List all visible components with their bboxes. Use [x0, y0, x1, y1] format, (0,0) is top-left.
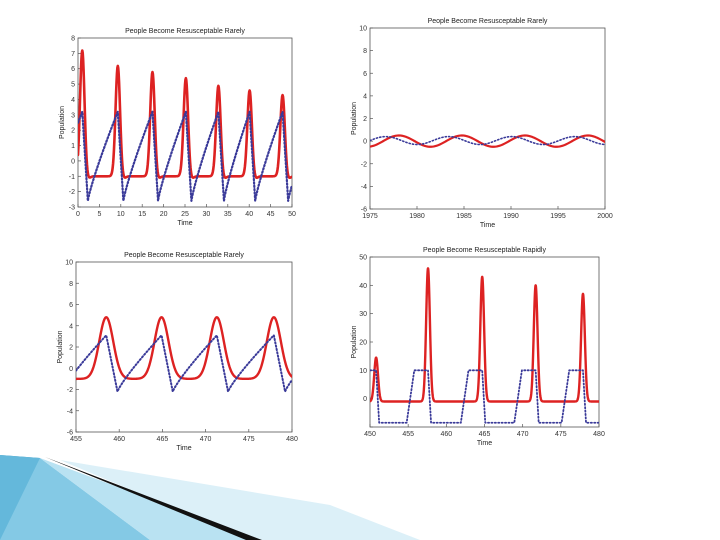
y-axis-label: Population — [57, 330, 64, 363]
chart-bottom-left: 455 460 465 470 475 480 -6 -4 -2 0 2 4 6 8 10 People Be… — [57, 252, 298, 452]
x-tick-label: 15 — [138, 211, 146, 218]
y-axis-label: Population — [59, 106, 66, 139]
y-axis-label: Population — [351, 325, 358, 358]
y-tick-label: 50 — [359, 255, 367, 262]
y-tick-label: -1 — [69, 174, 75, 181]
chart-top-left: 0 5 10 15 20 25 30 35 40 45 50-3-2-1012345678Peopl… — [59, 28, 296, 227]
y-tick-label: 0 — [363, 139, 367, 146]
y-tick-label: -2 — [69, 189, 75, 196]
y-tick-label: 6 — [363, 71, 367, 78]
y-tick-label: 0 — [363, 396, 367, 403]
y-tick-label: 2 — [71, 128, 75, 135]
x-tick-label: 10 — [117, 211, 125, 218]
x-tick-label: 475 — [555, 431, 567, 438]
x-tick-label: 480 — [286, 436, 298, 443]
x-tick-label: 5 — [97, 211, 101, 218]
x-tick-label: 460 — [440, 431, 452, 438]
x-tick-label: 1975 — [362, 213, 378, 220]
x-tick-label: 1995 — [550, 213, 566, 220]
series-line-infected — [370, 134, 605, 148]
series-line-infected — [76, 316, 292, 381]
x-tick-label: 50 — [288, 211, 296, 218]
y-tick-label: 30 — [359, 311, 367, 318]
y-tick-label: 0 — [71, 158, 75, 165]
y-tick-label: -2 — [361, 161, 367, 168]
chart-title: People Become Resusceptable Rarely — [428, 18, 548, 25]
y-tick-label: 20 — [359, 340, 367, 347]
y-tick-label: 8 — [71, 36, 75, 43]
x-tick-label: 480 — [593, 431, 605, 438]
y-tick-label: 10 — [359, 368, 367, 375]
x-tick-label: 35 — [224, 211, 232, 218]
y-tick-label: 4 — [71, 97, 75, 104]
y-tick-label: 10 — [65, 260, 73, 267]
series-line-susceptible — [78, 110, 292, 202]
x-tick-label: 45 — [267, 211, 275, 218]
y-tick-label: 2 — [69, 345, 73, 352]
ribbon-black-stroke — [45, 457, 262, 540]
y-tick-label: 4 — [69, 323, 73, 330]
y-tick-label: 6 — [71, 66, 75, 73]
x-tick-label: 2000 — [597, 213, 613, 220]
y-tick-label: 40 — [359, 283, 367, 290]
x-tick-label: 465 — [479, 431, 491, 438]
x-tick-label: 455 — [70, 436, 82, 443]
x-tick-label: 455 — [402, 431, 414, 438]
y-tick-label: 1 — [71, 143, 75, 150]
y-tick-label: -2 — [67, 387, 73, 394]
x-tick-label: 465 — [157, 436, 169, 443]
y-tick-label: 10 — [359, 26, 367, 33]
y-tick-label: -4 — [67, 408, 73, 415]
ribbon-band-mid — [0, 455, 150, 540]
x-tick-label: 470 — [517, 431, 529, 438]
slide-ribbon — [0, 455, 420, 540]
x-tick-label: 0 — [76, 211, 80, 218]
x-axis-label: Time — [177, 220, 192, 227]
y-tick-label: 0 — [69, 366, 73, 373]
series-line-susceptible — [370, 369, 599, 424]
y-tick-label: -6 — [67, 430, 73, 437]
series-line-susceptible — [76, 334, 292, 393]
y-tick-label: 8 — [363, 48, 367, 55]
y-axis-label: Population — [351, 102, 358, 135]
y-tick-label: 4 — [363, 93, 367, 100]
y-tick-label: 7 — [71, 51, 75, 58]
x-tick-label: 20 — [160, 211, 168, 218]
x-tick-label: 475 — [243, 436, 255, 443]
series-line-susceptible — [370, 135, 605, 146]
y-tick-label: -3 — [69, 205, 75, 212]
y-tick-label: 3 — [71, 112, 75, 119]
x-tick-label: 25 — [181, 211, 189, 218]
y-tick-label: 2 — [363, 116, 367, 123]
x-axis-label: Time — [480, 222, 495, 229]
series-line-infected — [78, 49, 292, 180]
ribbon-band-pale — [60, 460, 420, 540]
chart-title: People Become Resusceptable Rarely — [125, 28, 245, 35]
x-tick-label: 470 — [200, 436, 212, 443]
x-tick-label: 460 — [113, 436, 125, 443]
x-tick-label: 40 — [245, 211, 253, 218]
chart-title: People Become Resusceptable Rapidly — [423, 247, 546, 254]
x-tick-label: 1985 — [456, 213, 472, 220]
plot-frame — [369, 27, 606, 210]
y-tick-label: 8 — [69, 281, 73, 288]
x-axis-label: Time — [477, 440, 492, 447]
chart-title: People Become Resusceptable Rarely — [124, 252, 244, 259]
x-tick-label: 1990 — [503, 213, 519, 220]
y-tick-label: 6 — [69, 302, 73, 309]
x-tick-label: 450 — [364, 431, 376, 438]
y-tick-label: 5 — [71, 82, 75, 89]
x-axis-label: Time — [176, 445, 191, 452]
y-tick-label: -4 — [361, 184, 367, 191]
x-tick-label: 1980 — [409, 213, 425, 220]
x-tick-label: 30 — [203, 211, 211, 218]
series-line-infected — [370, 267, 599, 403]
y-tick-label: -6 — [361, 207, 367, 214]
chart-top-right: 1975 1980 1985 1990 1995 2000 -6 -4 -2 0 2 4 6 8 10 Peo… — [351, 18, 613, 229]
chart-bottom-right: 450 455 460 465 470 475 480 0 10 20 30 40 50 People B… — [351, 247, 605, 447]
